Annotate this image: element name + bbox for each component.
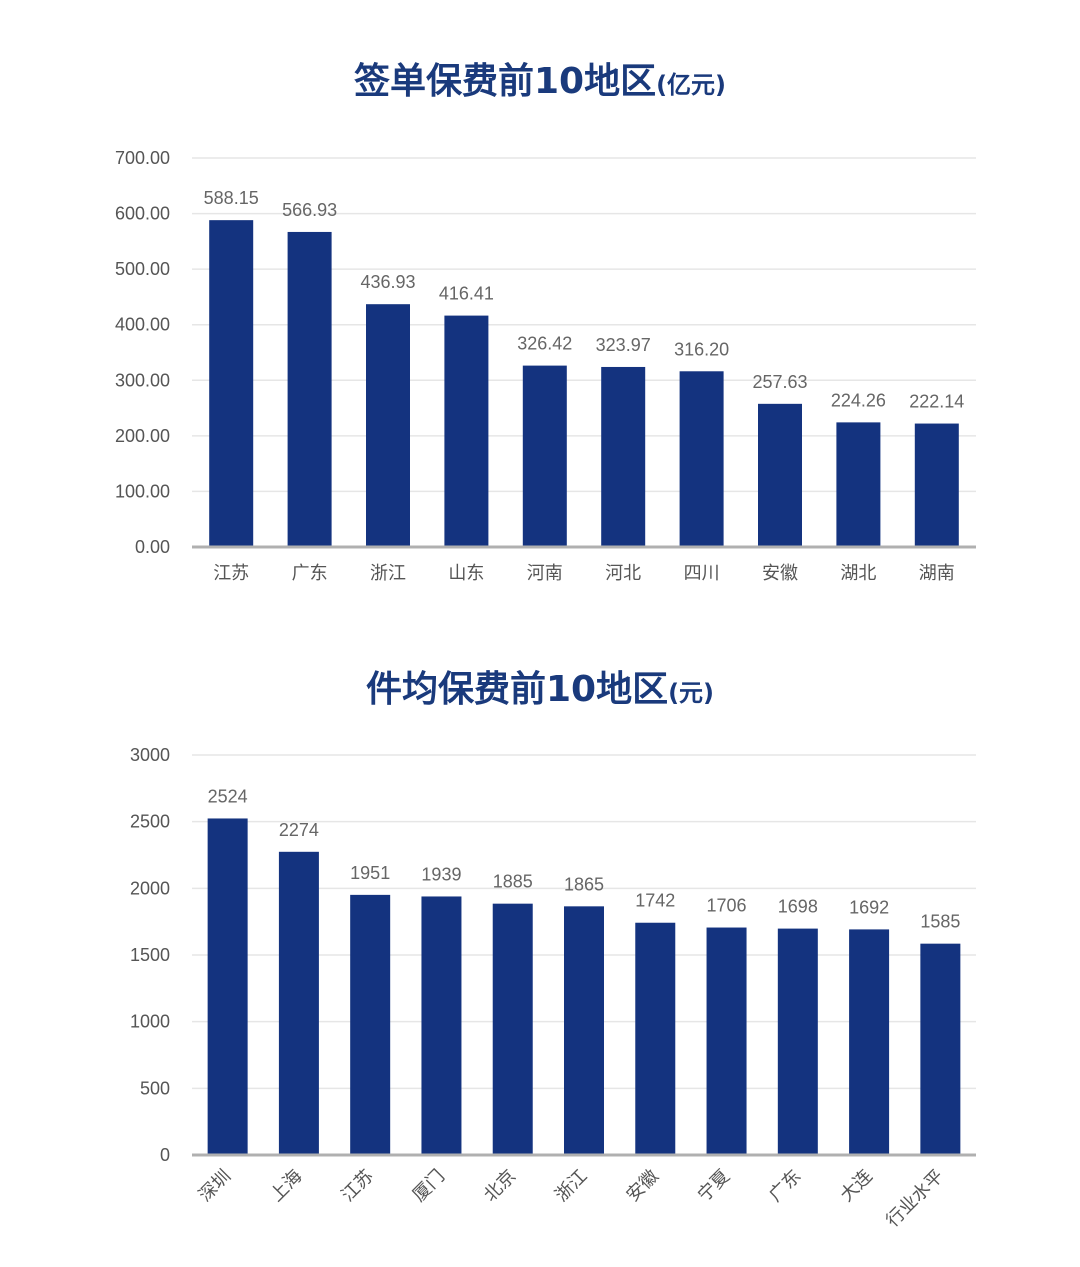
x-tick-label: 河北 [605,563,641,584]
y-tick-label: 2000 [130,878,170,898]
x-tick-label: 江苏 [337,1166,377,1206]
x-tick-label: 山东 [448,563,484,584]
bar [920,943,961,1155]
y-tick-label: 600.00 [115,204,170,224]
data-label: 224.26 [831,390,886,410]
data-label: 588.15 [204,188,259,208]
bar [421,896,462,1155]
y-tick-label: 3000 [130,745,170,765]
x-tick-label: 上海 [266,1166,306,1206]
y-tick-label: 500 [140,1078,170,1098]
y-tick-label: 400.00 [115,315,170,335]
x-tick-label: 厦门 [409,1166,449,1206]
data-label: 222.14 [909,392,964,412]
bar [836,422,881,547]
bar [522,365,567,547]
bar [706,927,747,1155]
x-tick-label: 安徽 [762,563,798,584]
avg-premium-bar-chart: 0 500 1000 1500 2000 2500 3000 2524 深圳 2274 上海 1951… [130,745,976,1232]
y-tick-label: 200.00 [115,426,170,446]
y-tick-label: 0 [160,1145,170,1165]
data-label: 1698 [778,897,818,917]
x-tick-label: 湖北 [840,563,876,584]
x-tick-label: 行业水平 [882,1166,948,1232]
data-label: 436.93 [360,272,415,292]
chart-title-avg-premium: 件均保费前10地区(元) [0,660,1080,712]
bar [287,231,332,547]
data-label: 416.41 [439,284,494,304]
x-tick-label: 宁夏 [694,1166,734,1206]
y-tick-label: 300.00 [115,370,170,390]
data-label: 2274 [279,820,319,840]
bar [679,371,724,547]
x-tick-label: 大连 [836,1166,876,1206]
data-label: 1951 [350,863,390,883]
bar [914,423,959,547]
data-label: 257.63 [752,372,807,392]
data-label: 1885 [493,872,533,892]
bar [601,366,646,547]
data-label: 316.20 [674,339,729,359]
y-tick-label: 1500 [130,945,170,965]
x-tick-label: 北京 [480,1166,520,1206]
data-label: 323.97 [596,335,651,355]
chart-title-unit: (元) [668,679,715,707]
x-tick-label: 浙江 [370,563,406,584]
x-tick-label: 河南 [527,563,563,584]
bar [444,315,489,547]
chart-title-premium: 签单保费前10地区(亿元) [0,52,1080,104]
data-label: 1865 [564,874,604,894]
bar [777,928,818,1155]
data-label: 326.42 [517,334,572,354]
x-tick-label: 广东 [765,1166,805,1206]
y-tick-label: 1000 [130,1012,170,1032]
premium-bar-chart: 0.00 100.00 200.00 300.00 400.00 500.00 600.00… [115,148,976,584]
data-label: 2524 [208,786,248,806]
bar [635,922,676,1155]
x-tick-label: 广东 [292,563,328,584]
data-label: 1585 [920,912,960,932]
x-tick-label: 四川 [684,563,720,584]
data-label: 566.93 [282,200,337,220]
y-tick-label: 0.00 [135,537,170,557]
chart-title-unit: (亿元) [656,71,727,99]
data-label: 1706 [707,896,747,916]
data-label: 1692 [849,897,889,917]
y-tick-label: 700.00 [115,148,170,168]
chart-title-text: 件均保费前10地区 [365,669,669,710]
bar [366,304,410,547]
bar [758,403,802,547]
x-tick-label: 江苏 [213,563,249,584]
x-tick-label: 安徽 [623,1166,663,1206]
bar [209,220,254,547]
bar [207,818,248,1155]
bar [492,903,533,1155]
y-tick-label: 2500 [130,812,170,832]
y-tick-label: 100.00 [115,481,170,501]
chart-title-text: 签单保费前10地区 [353,61,657,102]
bar [350,894,391,1155]
bar [564,906,604,1155]
x-tick-label: 浙江 [551,1166,591,1206]
data-label: 1742 [635,891,675,911]
x-tick-label: 深圳 [195,1166,235,1206]
data-label: 1939 [421,864,461,884]
bar [849,929,890,1155]
x-tick-label: 湖南 [919,563,955,584]
y-tick-label: 500.00 [115,259,170,279]
bar [278,851,319,1155]
